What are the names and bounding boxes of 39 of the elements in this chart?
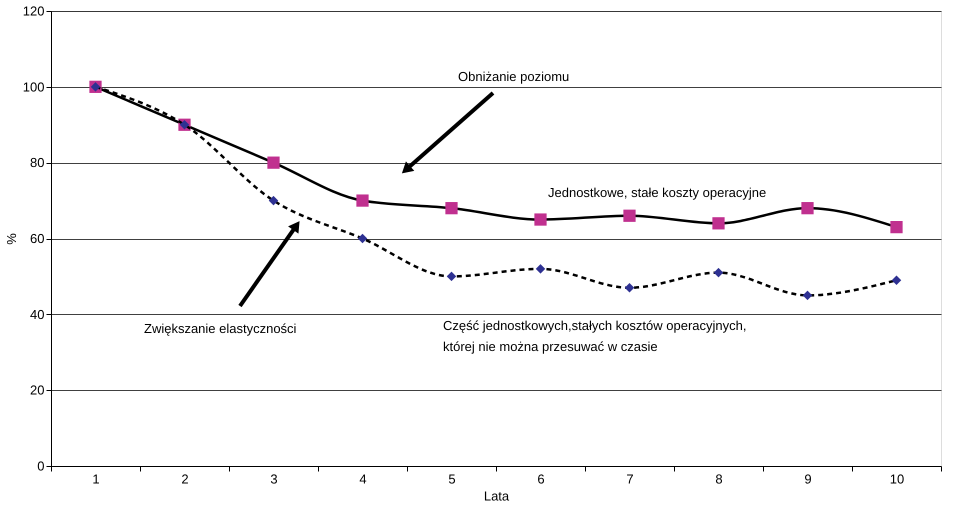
point	[268, 196, 278, 206]
x-tick-label: 2	[181, 472, 189, 486]
y-tick-label: 20	[30, 382, 44, 398]
point	[358, 234, 368, 244]
x-tick-label: 9	[804, 472, 812, 486]
y-tick-label: 100	[22, 79, 44, 94]
point	[356, 194, 369, 207]
point	[801, 202, 814, 214]
y-tick-label: 60	[30, 231, 44, 246]
x-tick-label: 10	[890, 472, 904, 486]
annotation: Obniżanie poziomu	[458, 69, 570, 84]
y-axis-title: %	[4, 232, 19, 245]
point	[267, 156, 280, 169]
point	[714, 268, 724, 278]
x-axis-title: Lata	[484, 488, 510, 504]
point	[446, 272, 456, 282]
x-tick-label: 3	[270, 472, 278, 486]
x-tick-label: 6	[537, 472, 545, 486]
x-tick-label: 7	[626, 472, 634, 486]
x-tick-label: 1	[92, 472, 100, 486]
x-tick-label: 8	[715, 472, 723, 486]
point	[445, 202, 458, 214]
point	[623, 210, 636, 222]
x-tick-label: 5	[448, 472, 456, 486]
point	[534, 213, 547, 226]
point	[892, 275, 902, 285]
y-tick-label: 0	[37, 458, 44, 474]
point	[624, 283, 634, 293]
series-label: Jednostkowe, stałe koszty operacyjne	[548, 185, 766, 200]
y-tick-label: 120	[22, 4, 44, 18]
y-tick-label: 40	[30, 306, 44, 322]
y-tick-label: 80	[30, 155, 44, 170]
point	[890, 221, 903, 234]
text: Część jednostkowych,stałych kosztów operacyjnych, której nie można przesuwać w czasie	[443, 318, 746, 354]
point	[802, 290, 812, 300]
annotation: Zwiększanie elastyczności	[144, 321, 297, 336]
point	[536, 264, 546, 274]
point	[712, 217, 725, 230]
x-tick-label: 4	[359, 472, 367, 486]
